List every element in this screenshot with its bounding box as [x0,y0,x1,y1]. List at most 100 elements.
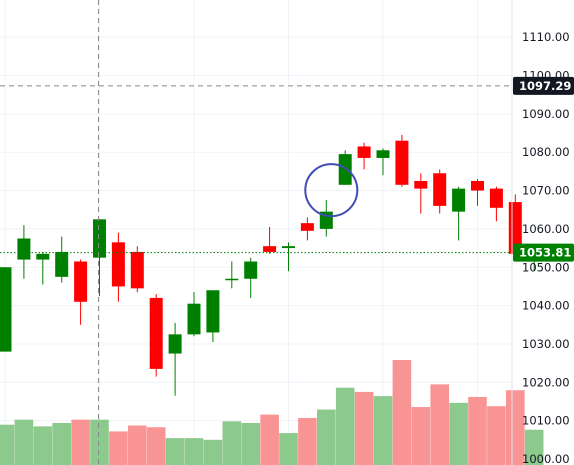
candle [168,322,182,396]
candle-body [244,261,258,279]
volume-bar [317,409,336,465]
candle-body [282,246,295,249]
candle [319,200,333,237]
candle [263,226,277,254]
crosshair-price-label: 1097.29 [519,79,571,93]
last-price-label: 1053.81 [519,246,571,260]
candle [93,219,106,297]
candle [489,186,503,222]
volume-bar [487,406,506,465]
candle-body [263,246,277,252]
candle [471,179,484,206]
candle-body [433,173,447,206]
candle [300,217,314,241]
volume-bar [373,396,393,465]
volume-bar [14,419,34,465]
volume-bar [109,431,128,465]
last-price-tag: 1053.81 [513,243,574,262]
volume-bar [392,360,412,465]
candle-body [74,261,88,302]
volume-bar [335,387,355,465]
candle [452,186,466,241]
volume-bar [506,390,525,465]
candle-body [338,154,352,185]
volume-bar [241,423,260,465]
y-tick-label: 1050.00 [522,260,570,274]
volume-bar [279,433,298,465]
candle [357,142,371,170]
volume-bar [146,427,166,465]
price-axis[interactable]: 1000.00 1010.00 1020.00 1030.00 1040.00 1050.… [511,0,574,465]
candle-body [414,180,428,189]
candle [376,148,390,176]
candle [433,169,447,214]
candle-body [0,267,12,352]
candle-body [130,251,144,289]
y-tick-label: 1030.00 [522,337,570,351]
candle [17,225,31,279]
candle-body [206,290,220,333]
candle-body [55,251,69,277]
volume-bar [184,438,204,465]
last-price-tag-bg [513,243,574,262]
y-tick-label: 1090.00 [522,107,570,121]
candle [282,242,295,272]
volume-bar [468,396,487,465]
candle [414,173,428,214]
candle [395,134,409,187]
candle [130,246,144,293]
y-tick-label: 1010.00 [522,414,570,428]
candle-body [225,278,239,281]
candle-body [376,150,390,158]
crosshair-price-tag-bg [513,76,574,95]
candle-body [17,238,31,260]
candle [225,261,239,289]
candle-body [93,219,106,258]
candle [206,290,220,343]
volume-bar [524,429,544,465]
volume-bar [90,419,109,465]
crosshair-price-tag: 1097.29 [513,76,574,95]
volume-bar [222,421,242,465]
volume-bar [203,439,223,465]
overlays [0,0,512,465]
volume-bar [71,419,90,465]
volume-bars [0,360,544,465]
candle [55,236,69,283]
candle-body [395,140,409,185]
candle [111,232,125,302]
volume-bar [298,417,317,465]
candle [187,292,201,337]
candle [244,257,258,298]
candle [74,259,88,325]
y-tick-label: 1080.00 [522,145,570,159]
volume-bar [260,414,279,465]
volume-bar [165,438,185,465]
volume-bar [33,426,53,465]
highlight-circle-drawing[interactable] [304,163,359,218]
candle [149,294,163,377]
volume-bar [128,425,147,465]
volume-bar [411,407,431,465]
candles [0,134,541,396]
candle-body [357,146,371,158]
volume-bar [430,384,449,465]
candle [0,267,12,352]
candle-body [187,303,201,335]
candle-body [452,188,466,212]
candle-body [168,334,182,354]
volume-bar [449,402,468,465]
candle-body [471,180,484,191]
candle-body [489,188,503,208]
y-tick-label: 1040.00 [522,299,570,313]
y-tick-label: 1070.00 [522,184,570,198]
candle-body [300,223,314,231]
candle-body [36,253,50,260]
candle-body [149,297,163,369]
candle [36,251,50,285]
y-tick-label: 1020.00 [522,375,570,389]
candle-body [111,242,125,287]
volume-bar [354,391,374,465]
